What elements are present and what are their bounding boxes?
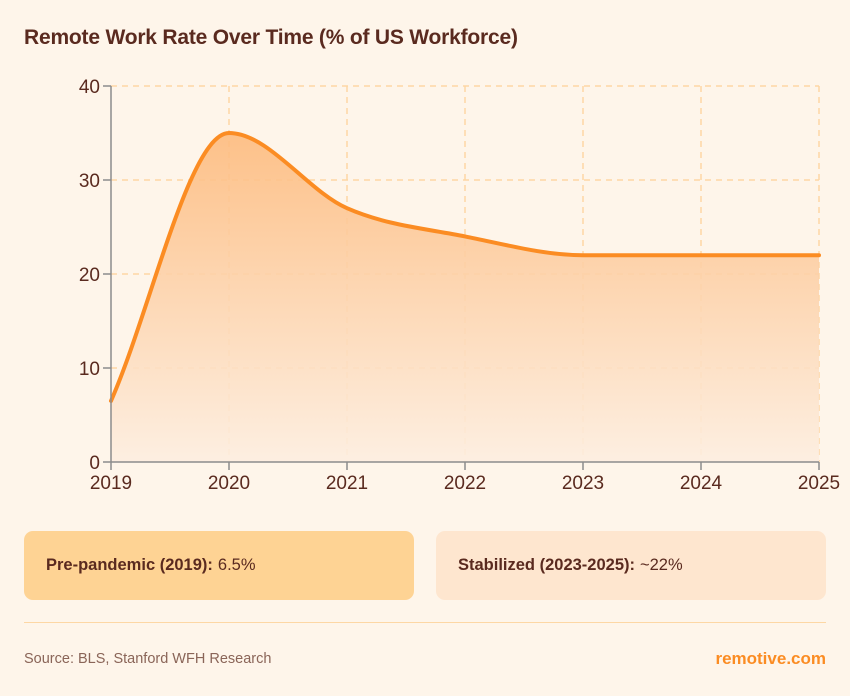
x-tick-label: 2024 <box>680 473 723 494</box>
stabilized-value: ~22% <box>640 556 683 574</box>
source-text: Source: BLS, Stanford WFH Research <box>24 651 272 667</box>
area-chart: 0 10 20 30 40 2019 2020 2021 2022 2023 2024 2025 <box>79 77 840 494</box>
y-tick-label: 0 <box>89 453 100 474</box>
stabilized-card: Stabilized (2023-2025): ~22% <box>436 531 826 600</box>
y-tick-label: 10 <box>79 359 100 380</box>
x-tick-label: 2023 <box>562 473 604 494</box>
y-axis-labels: 0 10 20 30 40 <box>79 77 100 474</box>
x-tick-label: 2025 <box>798 473 840 494</box>
y-tick-label: 30 <box>79 171 100 192</box>
area-fill <box>111 133 819 462</box>
pre-pandemic-card: Pre-pandemic (2019): 6.5% <box>24 531 414 600</box>
stabilized-label: Stabilized (2023-2025): <box>458 556 635 574</box>
x-tick-label: 2021 <box>326 473 368 494</box>
footer-divider <box>24 622 826 623</box>
x-tick-label: 2020 <box>208 473 250 494</box>
x-tick-label: 2022 <box>444 473 486 494</box>
data-line <box>109 131 821 403</box>
pre-pandemic-label: Pre-pandemic (2019): <box>46 556 213 574</box>
pre-pandemic-value: 6.5% <box>217 556 256 574</box>
x-tick-label: 2019 <box>90 473 132 494</box>
brand-link[interactable]: remotive.com <box>715 649 826 668</box>
chart-title: Remote Work Rate Over Time (% of US Work… <box>24 26 518 49</box>
y-tick-label: 20 <box>79 265 100 286</box>
y-tick-label: 40 <box>79 77 100 98</box>
x-axis-labels: 2019 2020 2021 2022 2023 2024 2025 <box>90 473 840 494</box>
axes <box>103 85 820 470</box>
